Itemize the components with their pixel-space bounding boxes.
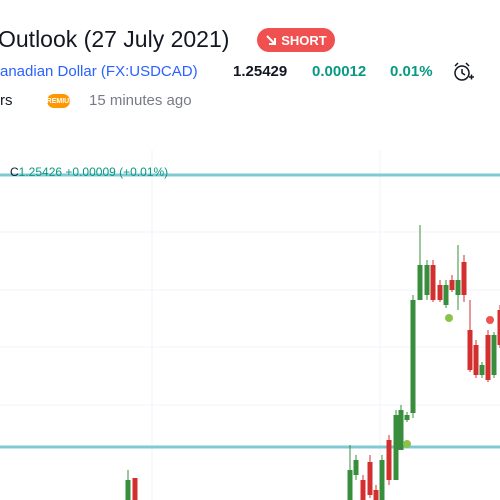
- premium-badge: PREMIUM: [42, 94, 75, 108]
- candle-body: [386, 440, 392, 480]
- author[interactable]: rs: [0, 92, 13, 109]
- candle-body: [491, 335, 497, 375]
- candle-body: [417, 265, 423, 300]
- legend-change-percent: (+0.01%): [119, 165, 169, 179]
- symbol-name: anadian Dollar: [0, 63, 97, 80]
- legend-close: 1.25426: [18, 165, 63, 179]
- published-time: 15 minutes ago: [89, 92, 192, 109]
- legend-close-label: C: [10, 165, 19, 179]
- symbol-code: (FX:USDCAD): [100, 63, 198, 80]
- symbol[interactable]: anadian Dollar (FX:USDCAD): [0, 63, 198, 80]
- candle-body: [497, 310, 500, 345]
- candle-body: [449, 280, 455, 290]
- candle-body: [443, 285, 449, 305]
- candle-body: [393, 415, 399, 480]
- short-badge[interactable]: SHORT: [257, 28, 335, 52]
- idea-title: Outlook (27 July 2021): [0, 26, 230, 52]
- candle-body: [379, 460, 385, 500]
- candle-body: [430, 265, 436, 300]
- candle-body: [479, 365, 485, 375]
- legend: C1.25426 +0.00009 (+0.01%): [10, 165, 168, 179]
- candle-body: [125, 480, 131, 500]
- arrow-icon: [266, 35, 277, 45]
- chart: [0, 150, 500, 500]
- badge-text: SHORT: [281, 32, 327, 48]
- candle-body: [461, 262, 467, 295]
- candle-body: [437, 285, 443, 300]
- candle-body: [360, 480, 366, 500]
- candle-body: [424, 265, 430, 295]
- candle-body: [347, 470, 353, 500]
- candle-body: [467, 330, 473, 370]
- candle-body: [485, 335, 491, 380]
- candle-body: [404, 415, 410, 420]
- alarm-icon[interactable]: [451, 60, 475, 84]
- change: 0.00012: [312, 63, 367, 80]
- candle-body: [455, 280, 461, 295]
- candle-body: [132, 478, 138, 500]
- change-percent: 0.01%: [390, 63, 433, 80]
- candle-body: [353, 460, 359, 475]
- legend-change: +0.00009: [65, 165, 116, 179]
- candle-body: [367, 462, 373, 495]
- candle-body: [373, 490, 379, 500]
- candle-body: [398, 410, 404, 450]
- candle-body: [473, 345, 479, 375]
- candle-body: [410, 300, 416, 413]
- price: 1.25429: [233, 63, 288, 80]
